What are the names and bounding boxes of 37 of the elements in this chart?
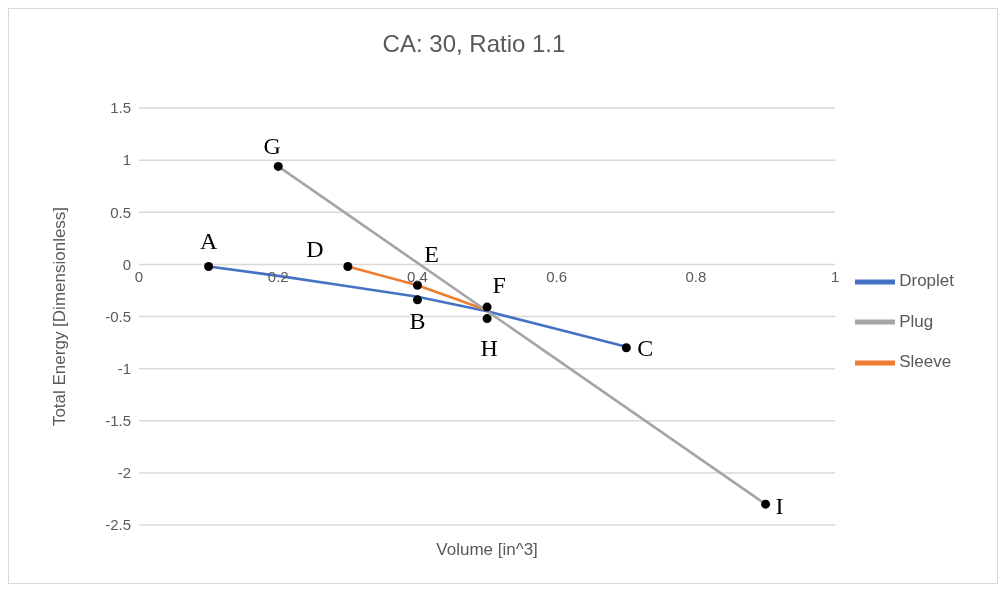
annotation: H [480, 334, 498, 361]
y-tick-label: -1 [117, 359, 131, 377]
point [621, 343, 631, 353]
y-tick-label: 0 [122, 255, 131, 273]
annotation: D [306, 236, 324, 263]
point [273, 161, 283, 171]
y-tick-label: -2 [117, 464, 131, 482]
x-tick-label: 0.8 [685, 268, 707, 286]
point [412, 295, 422, 305]
point [761, 499, 771, 509]
annotation: I [775, 493, 784, 520]
y-tick-label: 1.5 [110, 99, 131, 117]
y-axis-title: Total Energy [Dimensionless] [50, 206, 70, 427]
annotation: B [409, 307, 426, 334]
x-tick-label: 1 [831, 268, 840, 286]
x-tick-label: 0 [134, 268, 144, 286]
annotation: F [492, 272, 506, 299]
annotation: C [637, 334, 654, 361]
y-tick-label: 1 [122, 151, 131, 169]
point [482, 302, 492, 312]
x-axis-title: Volume [in^3] [436, 540, 538, 559]
annotation: G [263, 133, 281, 160]
x-tick-label: 0.6 [546, 268, 568, 286]
legend-label: Plug [899, 311, 934, 331]
legend-label: Sleeve [899, 352, 952, 372]
y-tick-label: -0.5 [105, 307, 131, 325]
y-tick-label: -2.5 [105, 516, 131, 534]
y-tick-label: 0.5 [110, 203, 131, 221]
chart-title: CA: 30, Ratio 1.1 [381, 29, 567, 59]
annotation: E [424, 241, 439, 268]
point [343, 261, 353, 271]
legend-label: Droplet [899, 271, 954, 291]
point [204, 261, 214, 271]
y-tick-label: -1.5 [105, 412, 131, 430]
x-tick-label: 0.4 [407, 268, 428, 286]
point [482, 314, 492, 324]
annotation: A [199, 228, 218, 255]
